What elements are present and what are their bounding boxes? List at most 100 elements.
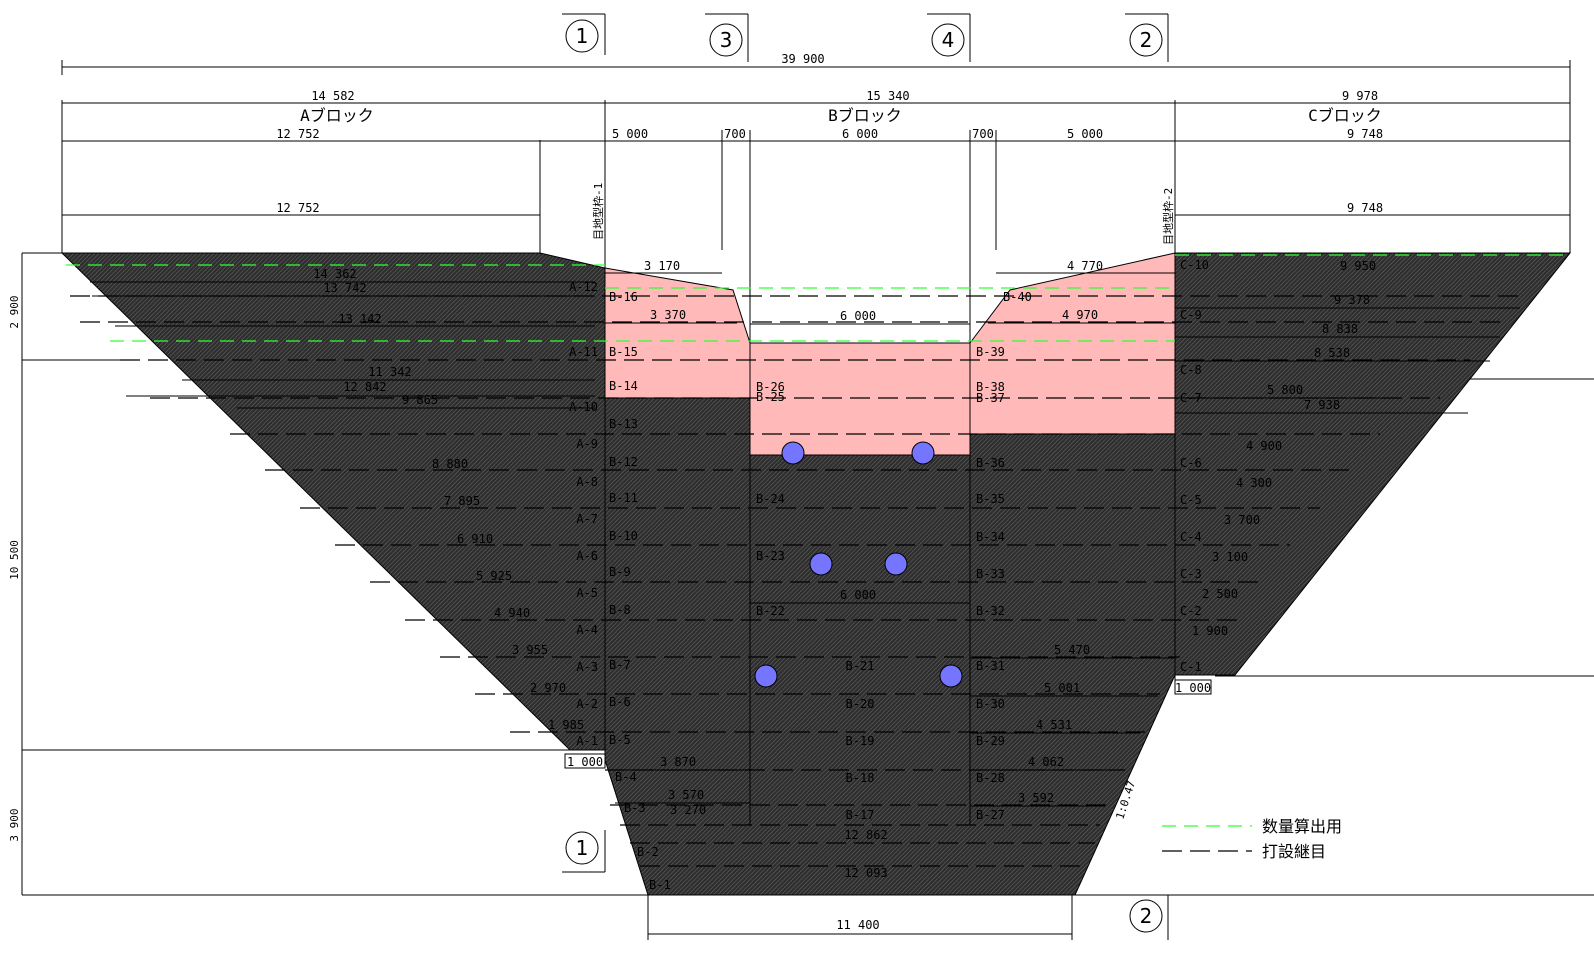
svg-text:B-37: B-37 [976,391,1005,405]
svg-text:B-38: B-38 [976,380,1005,394]
svg-text:B-23: B-23 [756,549,785,563]
svg-text:12 862: 12 862 [844,828,887,842]
a-lift-labels: A-12 A-11 A-10 A-9 A-8 A-7 A-6 A-5 A-4 A… [569,280,598,748]
svg-text:4 970: 4 970 [1062,308,1098,322]
dim-a-width: 14 582 [311,89,354,103]
svg-text:C-6: C-6 [1180,456,1202,470]
svg-text:13 742: 13 742 [323,281,366,295]
svg-text:A-3: A-3 [576,660,598,674]
svg-text:1 000: 1 000 [567,755,603,769]
svg-text:B-1: B-1 [649,878,671,892]
joint-form-left: 目地型枠-1 [591,183,605,240]
svg-text:5 001: 5 001 [1044,681,1080,695]
svg-text:12 093: 12 093 [844,866,887,880]
b-right-lift-labels: B-40 B-39 B-38 B-37 B-36 B-35 B-34 B-33 … [976,290,1032,822]
svg-text:B-33: B-33 [976,567,1005,581]
svg-text:B-25: B-25 [756,390,785,404]
svg-text:5 925: 5 925 [476,569,512,583]
svg-text:B-13: B-13 [609,417,638,431]
svg-text:B-30: B-30 [976,697,1005,711]
joint-form-right: 目地型枠-2 [1161,188,1175,245]
svg-text:3 100: 3 100 [1212,550,1248,564]
cooling-pipes [754,441,963,688]
svg-text:9 865: 9 865 [402,393,438,407]
svg-text:3 700: 3 700 [1224,513,1260,527]
dim-b-center: 6 000 [842,127,878,141]
svg-text:5 470: 5 470 [1054,643,1090,657]
svg-text:3 955: 3 955 [512,643,548,657]
svg-text:4 900: 4 900 [1246,439,1282,453]
svg-text:5 800: 5 800 [1267,383,1303,397]
pipe-circle [809,552,833,576]
svg-text:B-20: B-20 [846,697,875,711]
svg-text:A-7: A-7 [576,512,598,526]
svg-text:B-27: B-27 [976,808,1005,822]
b-pink-right [969,252,1176,435]
dim-c-width: 9 978 [1342,89,1378,103]
svg-text:14 362: 14 362 [313,267,356,281]
svg-text:C-8: C-8 [1180,363,1202,377]
top-dim-lines [61,60,1571,216]
svg-text:B-32: B-32 [976,604,1005,618]
svg-text:B-12: B-12 [609,455,638,469]
svg-text:B-39: B-39 [976,345,1005,359]
svg-text:B-3: B-3 [624,801,646,815]
svg-text:B-31: B-31 [976,659,1005,673]
dim-b-width: 15 340 [866,89,909,103]
svg-text:4 062: 4 062 [1028,755,1064,769]
svg-text:2: 2 [1140,904,1153,928]
svg-text:B-9: B-9 [609,565,631,579]
svg-text:1: 1 [576,24,589,48]
svg-text:3 870: 3 870 [660,755,696,769]
svg-text:4 770: 4 770 [1067,259,1103,273]
section-mark-1-top: 1 [562,13,606,55]
svg-text:3: 3 [720,28,733,52]
svg-text:B-5: B-5 [609,733,631,747]
svg-text:1 000: 1 000 [1175,681,1211,695]
svg-text:B-6: B-6 [609,695,631,709]
dim-b-gap-right: 700 [972,127,994,141]
legend-quantity: 数量算出用 [1262,817,1342,836]
dim-a-inner2: 12 752 [276,201,319,215]
b-center-lift-labels: B-26 B-25 B-24 B-23 B-22 B-21 B-20 B-19 … [756,380,874,822]
svg-text:C-2: C-2 [1180,604,1202,618]
svg-text:9 950: 9 950 [1340,259,1376,273]
svg-text:A-5: A-5 [576,586,598,600]
svg-text:C-9: C-9 [1180,308,1202,322]
svg-text:B-28: B-28 [976,771,1005,785]
dim-b-left: 5 000 [612,127,648,141]
svg-text:B-19: B-19 [846,734,875,748]
svg-text:11 342: 11 342 [368,365,411,379]
svg-text:B-26: B-26 [756,380,785,394]
svg-text:3 270: 3 270 [670,803,706,817]
svg-text:6 000: 6 000 [840,588,876,602]
svg-text:B-22: B-22 [756,604,785,618]
svg-text:B-17: B-17 [846,808,875,822]
svg-text:8 880: 8 880 [432,457,468,471]
dim-a-inner: 12 752 [276,127,319,141]
svg-text:B-36: B-36 [976,456,1005,470]
svg-text:4: 4 [942,28,955,52]
svg-text:2 970: 2 970 [530,681,566,695]
svg-text:B-18: B-18 [846,771,875,785]
svg-text:8 538: 8 538 [1314,346,1350,360]
svg-text:6 000: 6 000 [840,309,876,323]
b-dims: 3 170 3 370 6 000 4 770 4 970 6 000 5 47… [605,259,1175,940]
section-mark-4: 4 [927,13,971,62]
height-bottom: 3 900 [8,808,21,841]
svg-text:2: 2 [1140,28,1153,52]
a-dims: 14 362 13 742 13 142 11 342 12 842 9 865… [90,267,606,769]
svg-text:13 142: 13 142 [338,312,381,326]
section-mark-2-top: 2 [1125,13,1169,62]
dim-c-inner: 9 748 [1347,127,1383,141]
dim-c-inner2: 9 748 [1347,201,1383,215]
pipe-circle [939,664,963,688]
svg-text:3 570: 3 570 [668,788,704,802]
title-b-block: Bブロック [828,106,902,125]
svg-text:B-8: B-8 [609,603,631,617]
svg-text:A-1: A-1 [576,734,598,748]
pipe-circle [884,552,908,576]
svg-text:A-12: A-12 [569,280,598,294]
svg-text:B-2: B-2 [637,845,659,859]
